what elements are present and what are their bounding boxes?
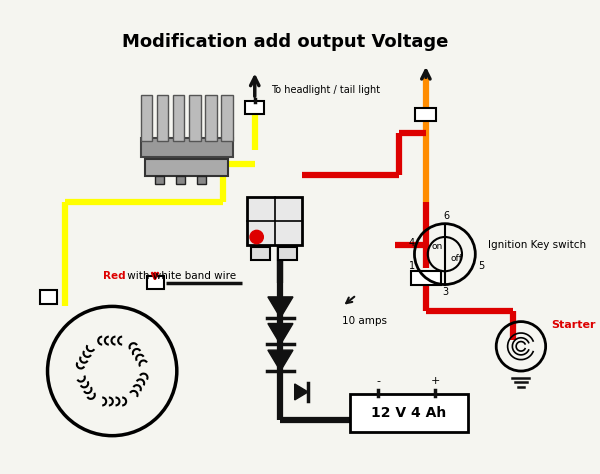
FancyBboxPatch shape — [173, 95, 184, 141]
FancyBboxPatch shape — [140, 95, 152, 141]
Text: Ignition Key switch: Ignition Key switch — [488, 239, 586, 250]
Polygon shape — [268, 297, 293, 318]
Text: Starter: Starter — [551, 320, 596, 330]
FancyBboxPatch shape — [415, 108, 436, 121]
Text: 1: 1 — [409, 261, 415, 271]
Polygon shape — [295, 384, 308, 400]
Text: on: on — [431, 242, 443, 251]
Polygon shape — [268, 324, 293, 345]
FancyBboxPatch shape — [251, 246, 270, 260]
FancyBboxPatch shape — [197, 176, 206, 184]
FancyBboxPatch shape — [140, 138, 233, 157]
Text: Red: Red — [103, 271, 125, 281]
Circle shape — [250, 230, 263, 244]
FancyBboxPatch shape — [155, 176, 164, 184]
FancyBboxPatch shape — [350, 394, 467, 432]
Text: 12 V 4 Ah: 12 V 4 Ah — [371, 406, 446, 420]
Text: +: + — [431, 376, 440, 386]
FancyBboxPatch shape — [157, 95, 168, 141]
FancyBboxPatch shape — [410, 271, 441, 284]
FancyBboxPatch shape — [148, 276, 164, 289]
FancyBboxPatch shape — [189, 95, 200, 141]
Text: with white band wire: with white band wire — [124, 271, 236, 281]
FancyBboxPatch shape — [176, 176, 185, 184]
FancyBboxPatch shape — [205, 95, 217, 141]
FancyBboxPatch shape — [245, 101, 264, 114]
Text: 10 amps: 10 amps — [342, 316, 387, 326]
FancyBboxPatch shape — [221, 95, 233, 141]
FancyBboxPatch shape — [40, 290, 57, 303]
Text: 4: 4 — [409, 237, 415, 248]
Text: 3: 3 — [442, 287, 448, 297]
Text: -: - — [376, 376, 380, 386]
Text: 6: 6 — [444, 211, 450, 221]
FancyBboxPatch shape — [247, 197, 302, 245]
Text: Modification add output Voltage: Modification add output Voltage — [122, 33, 448, 51]
Polygon shape — [268, 350, 293, 371]
Text: off: off — [451, 255, 463, 264]
Text: 5: 5 — [478, 261, 484, 271]
FancyBboxPatch shape — [145, 159, 228, 176]
Text: To headlight / tail light: To headlight / tail light — [271, 85, 380, 95]
FancyBboxPatch shape — [278, 246, 296, 260]
